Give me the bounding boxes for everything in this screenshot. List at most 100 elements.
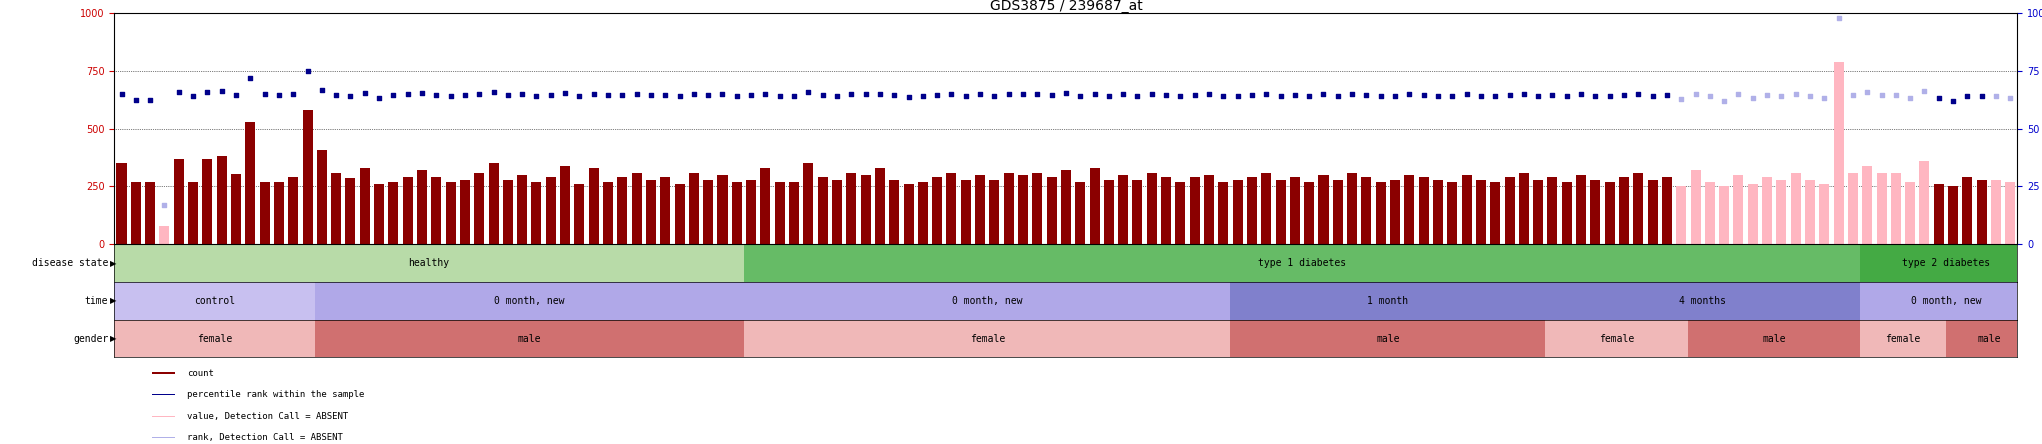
Bar — [1734, 175, 1744, 244]
Bar — [1462, 175, 1472, 244]
Point — [621, 90, 653, 97]
Text: control: control — [194, 296, 235, 306]
Text: rank, Detection Call = ABSENT: rank, Detection Call = ABSENT — [186, 433, 343, 442]
Point — [764, 93, 796, 100]
Bar — [231, 174, 241, 244]
Text: ▶: ▶ — [110, 258, 116, 268]
Point — [606, 91, 639, 98]
Bar — [114, 282, 314, 320]
Point — [1164, 93, 1197, 100]
Point — [892, 93, 925, 100]
Bar — [1946, 320, 2032, 357]
Text: male: male — [1762, 333, 1787, 344]
Point — [406, 89, 439, 96]
Point — [1864, 92, 1897, 99]
Bar — [314, 320, 743, 357]
Bar — [1090, 168, 1099, 244]
Bar — [1591, 179, 1601, 244]
Point — [1807, 95, 1840, 102]
Text: 0 month, new: 0 month, new — [1911, 296, 1981, 306]
Bar — [1819, 184, 1830, 244]
Text: gender: gender — [74, 333, 108, 344]
Bar — [314, 282, 743, 320]
Point — [378, 92, 410, 99]
Bar — [631, 173, 641, 244]
Text: male: male — [1376, 333, 1399, 344]
Point — [1578, 92, 1611, 99]
Bar — [888, 179, 898, 244]
Bar — [860, 175, 870, 244]
Point — [278, 91, 310, 98]
Point — [1350, 91, 1382, 98]
Text: type 1 diabetes: type 1 diabetes — [1258, 258, 1346, 268]
Point — [835, 90, 868, 97]
Point — [363, 94, 396, 101]
Point — [549, 89, 582, 96]
Bar — [1848, 173, 1858, 244]
Point — [1321, 92, 1354, 99]
Point — [178, 93, 210, 100]
Point — [1536, 91, 1568, 98]
Bar — [1634, 173, 1644, 244]
Bar — [517, 175, 527, 244]
Bar — [831, 179, 841, 244]
Bar — [153, 416, 176, 417]
Bar — [1362, 177, 1372, 244]
Bar — [345, 178, 355, 244]
Bar — [1691, 170, 1701, 244]
Bar — [803, 163, 813, 244]
Point — [864, 90, 896, 97]
Point — [1221, 92, 1254, 99]
Text: count: count — [186, 369, 214, 377]
Point — [1307, 91, 1340, 98]
Point — [263, 92, 296, 99]
Text: time: time — [84, 296, 108, 306]
Bar — [674, 184, 684, 244]
Bar — [1176, 182, 1186, 244]
Bar — [1860, 320, 1946, 357]
Point — [649, 91, 682, 98]
Bar — [1548, 177, 1558, 244]
Bar — [931, 177, 941, 244]
Point — [964, 91, 996, 98]
Bar — [874, 168, 884, 244]
Text: type 2 diabetes: type 2 diabetes — [1901, 258, 1991, 268]
Bar — [1805, 179, 1815, 244]
Bar — [1919, 161, 1930, 244]
Bar — [1519, 173, 1529, 244]
Point — [878, 92, 911, 99]
Bar — [1562, 182, 1572, 244]
Bar — [602, 182, 613, 244]
Bar — [474, 173, 484, 244]
Bar — [1891, 173, 1901, 244]
Point — [1493, 91, 1525, 98]
Bar — [1576, 175, 1587, 244]
Text: female: female — [1885, 333, 1922, 344]
Bar — [760, 168, 770, 244]
Point — [807, 91, 839, 98]
Bar — [188, 182, 198, 244]
Point — [478, 88, 510, 95]
Point — [1650, 91, 1683, 98]
Point — [1950, 92, 1983, 99]
Text: 4 months: 4 months — [1679, 296, 1725, 306]
Point — [1679, 90, 1711, 97]
Text: male: male — [1977, 333, 2001, 344]
Point — [1193, 91, 1225, 98]
Bar — [317, 150, 327, 244]
Bar — [743, 320, 1231, 357]
Point — [1078, 90, 1111, 97]
Bar — [502, 179, 513, 244]
Bar — [1860, 282, 2032, 320]
Bar — [1648, 179, 1658, 244]
Text: 0 month, new: 0 month, new — [952, 296, 1023, 306]
Point — [1936, 98, 1968, 105]
Point — [1764, 92, 1797, 99]
Bar — [560, 166, 570, 244]
Bar — [1419, 177, 1429, 244]
Point — [1235, 91, 1268, 98]
Point — [635, 92, 668, 99]
Point — [464, 91, 496, 98]
Bar — [945, 173, 956, 244]
Bar — [1534, 179, 1544, 244]
